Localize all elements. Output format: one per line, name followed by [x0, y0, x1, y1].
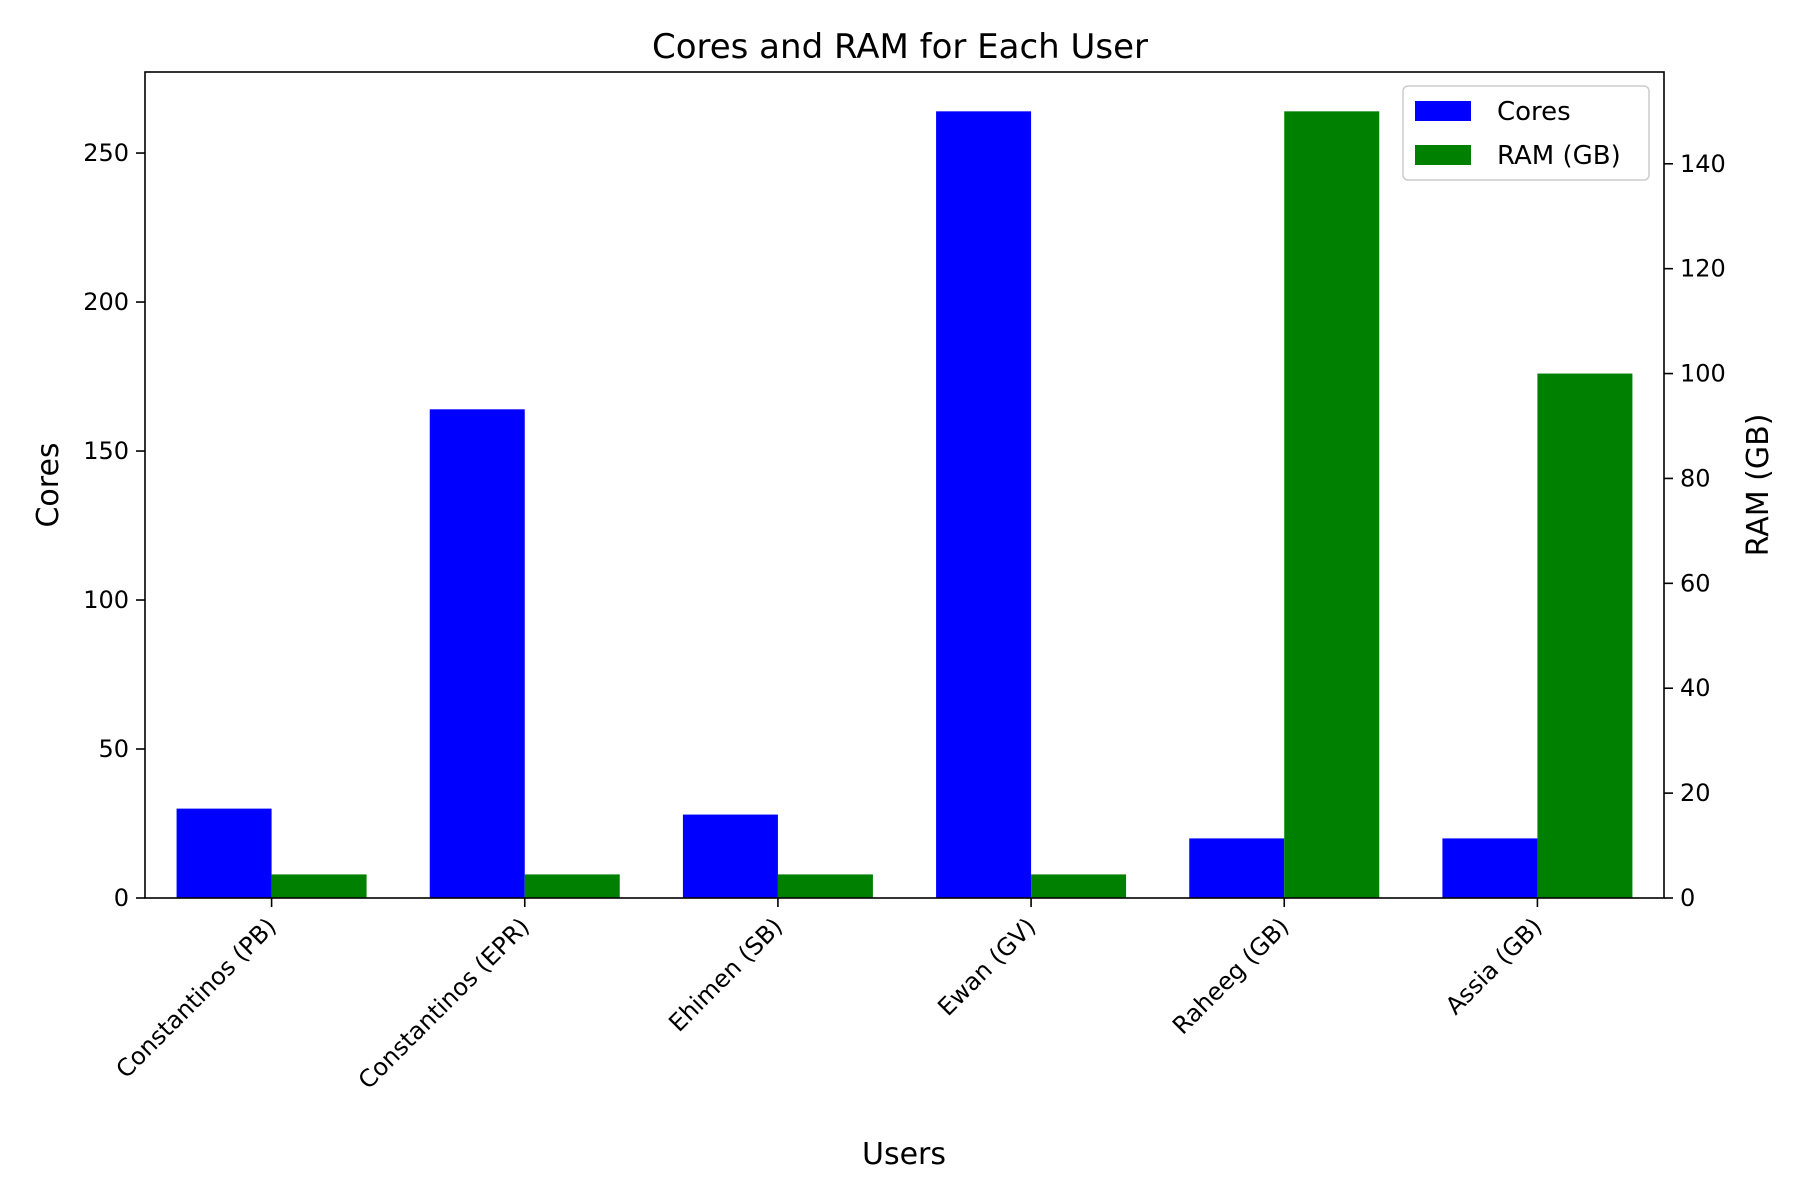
x-tick-label-3: Ewan (GV) — [932, 912, 1041, 1021]
right-axis: 0 20 40 60 80 100 120 140 — [1664, 150, 1726, 912]
bar-cores-0 — [176, 808, 272, 898]
chart-title: Cores and RAM for Each User — [652, 27, 1148, 67]
plot-frame — [144, 71, 1665, 899]
bar-ram-5 — [1537, 373, 1633, 898]
bar-cores-3 — [936, 111, 1032, 899]
right-tick-label-0: 0 — [1680, 884, 1695, 912]
legend-swatch-cores — [1415, 101, 1471, 121]
right-tick-label-3: 60 — [1680, 569, 1711, 597]
bar-cores-4 — [1189, 838, 1285, 898]
x-tick-label-4: Raheeg (GB) — [1167, 912, 1294, 1039]
left-tick-label-0: 0 — [114, 884, 129, 912]
legend-label-cores: Cores — [1497, 97, 1571, 127]
left-axis-label: Cores — [31, 442, 66, 527]
left-tick-label-4: 200 — [83, 288, 129, 316]
x-axis: Constantinos (PB) Constantinos (EPR) Ehime… — [111, 898, 1548, 1095]
x-tick-label-0: Constantinos (PB) — [111, 912, 282, 1083]
right-tick-label-6: 120 — [1680, 255, 1726, 283]
legend: Cores RAM (GB) — [1402, 85, 1650, 181]
left-tick-label-1: 50 — [98, 735, 129, 763]
bars-group — [176, 111, 1633, 899]
right-tick-label-2: 40 — [1680, 674, 1711, 702]
right-tick-label-1: 20 — [1680, 779, 1711, 807]
left-tick-label-5: 250 — [83, 139, 129, 167]
bar-ram-2 — [777, 874, 873, 898]
bar-ram-1 — [524, 874, 620, 898]
legend-label-ram: RAM (GB) — [1497, 141, 1621, 171]
bar-ram-0 — [271, 874, 367, 898]
x-tick-label-1: Constantinos (EPR) — [353, 912, 535, 1094]
bar-ram-3 — [1031, 874, 1127, 898]
bar-ram-4 — [1284, 111, 1380, 899]
left-tick-label-2: 100 — [83, 586, 129, 614]
x-tick-label-5: Assia (GB) — [1440, 912, 1548, 1020]
left-tick-label-3: 150 — [83, 437, 129, 465]
bar-cores-1 — [429, 409, 525, 898]
right-tick-label-5: 100 — [1680, 360, 1726, 388]
bar-cores-2 — [682, 814, 778, 898]
x-axis-label: Users — [862, 1137, 946, 1172]
right-tick-label-4: 80 — [1680, 464, 1711, 492]
bar-cores-5 — [1442, 838, 1538, 898]
x-tick-label-2: Ehimen (SB) — [663, 912, 788, 1037]
legend-swatch-ram — [1415, 145, 1471, 165]
right-tick-label-7: 140 — [1680, 150, 1726, 178]
right-axis-label: RAM (GB) — [1741, 414, 1776, 557]
left-axis: 0 50 100 150 200 250 — [83, 139, 145, 912]
